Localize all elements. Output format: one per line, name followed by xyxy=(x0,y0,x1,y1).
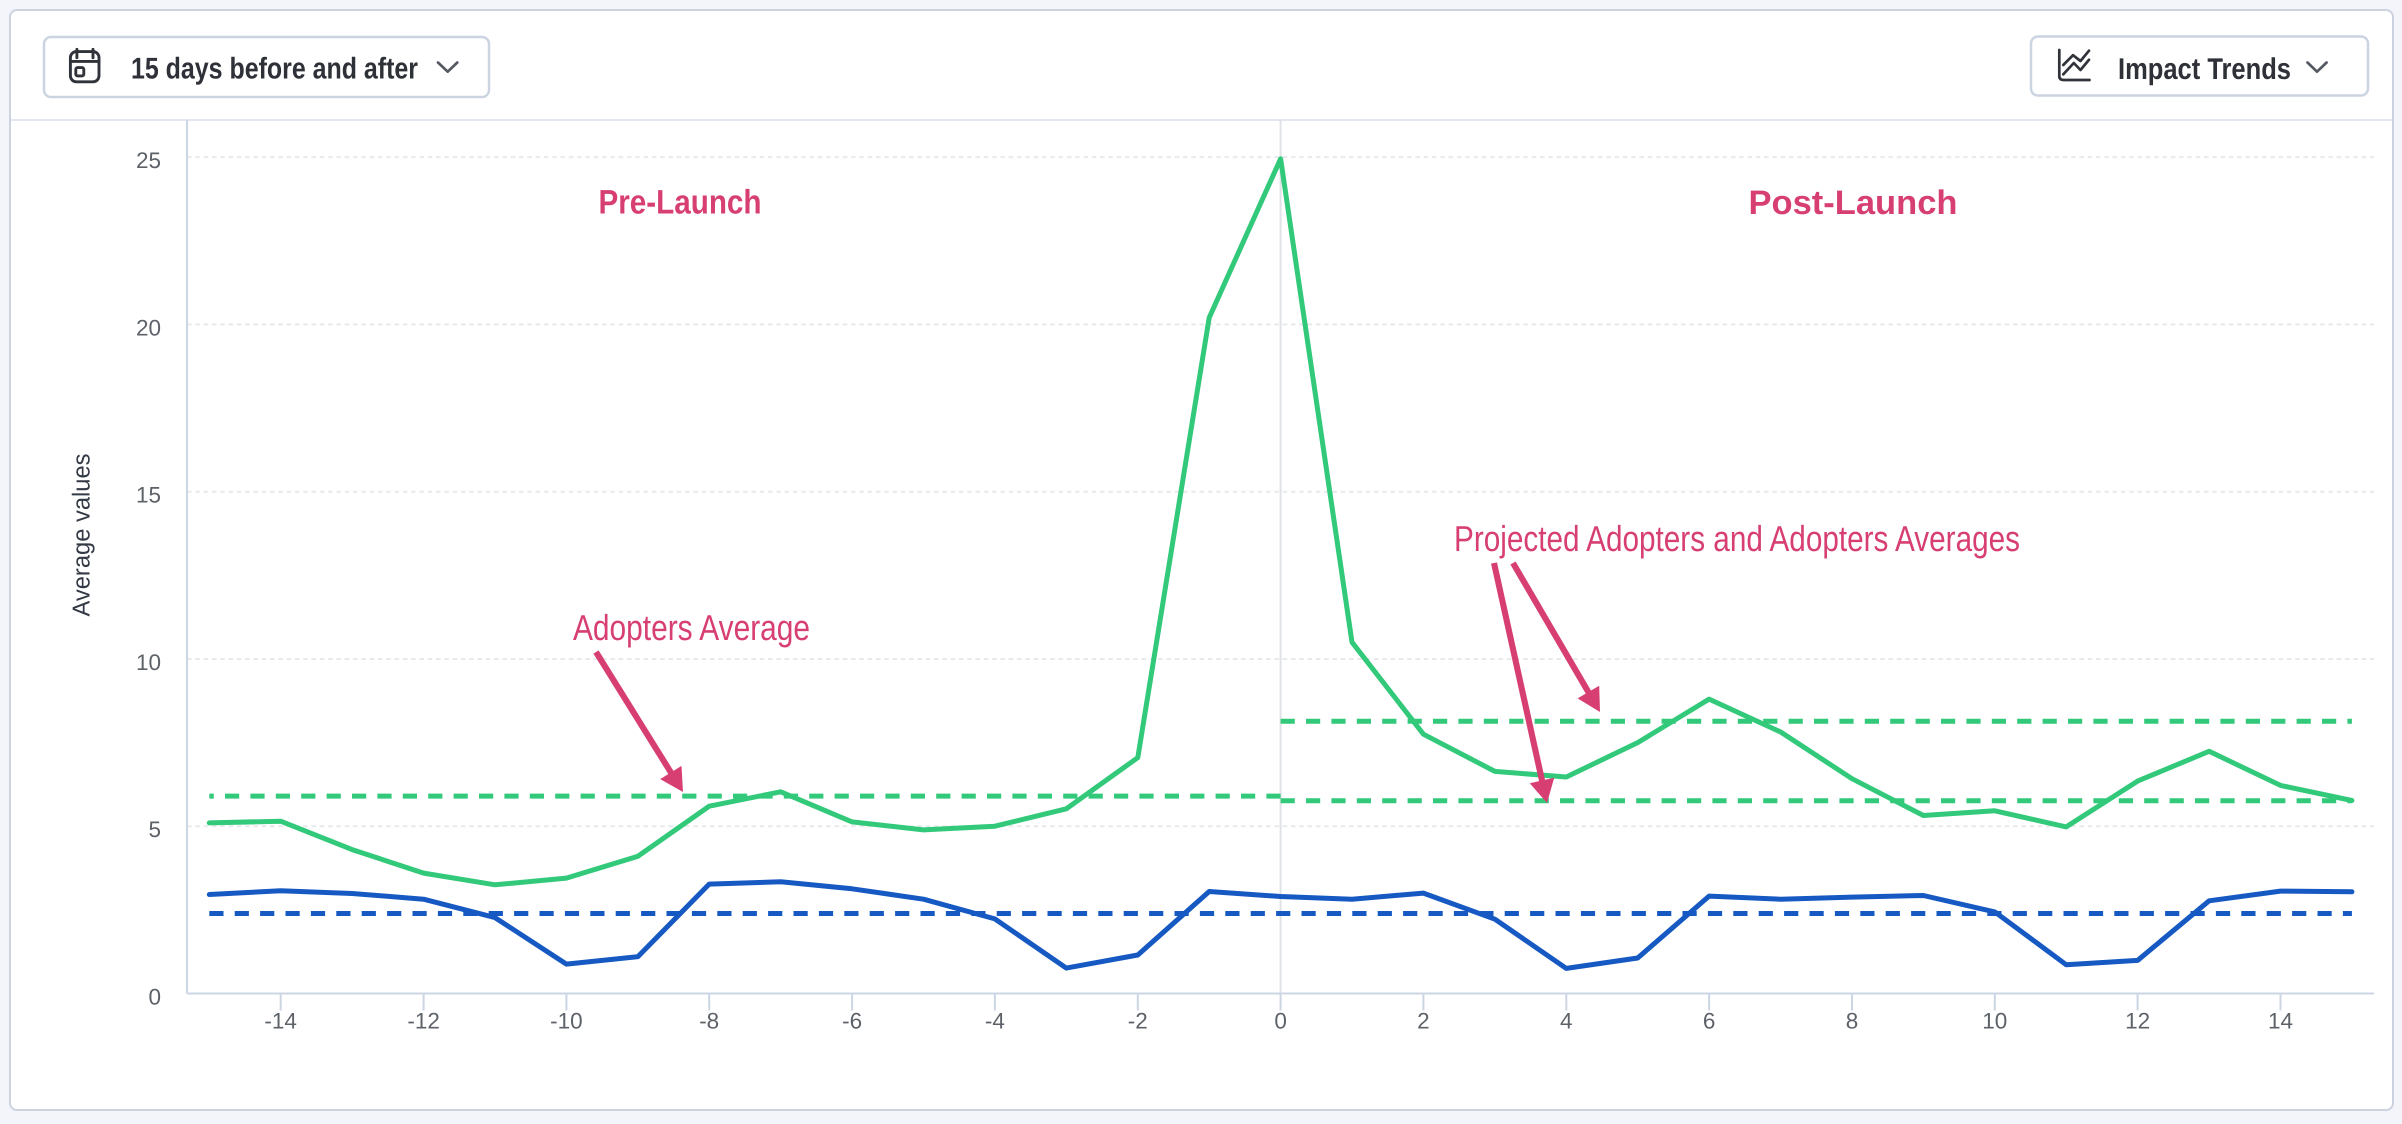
svg-text:-6: -6 xyxy=(842,1008,862,1033)
svg-text:25: 25 xyxy=(136,148,161,173)
svg-text:5: 5 xyxy=(148,817,161,842)
svg-text:10: 10 xyxy=(136,650,161,675)
svg-text:8: 8 xyxy=(1846,1008,1859,1033)
svg-text:15 days before and after: 15 days before and after xyxy=(131,53,418,86)
svg-text:-12: -12 xyxy=(407,1008,440,1033)
svg-text:10: 10 xyxy=(1982,1008,2007,1033)
svg-text:Pre-Launch: Pre-Launch xyxy=(599,184,762,222)
svg-text:-14: -14 xyxy=(264,1008,297,1033)
svg-text:14: 14 xyxy=(2268,1008,2293,1033)
svg-text:0: 0 xyxy=(148,985,161,1010)
svg-text:Adopters Average: Adopters Average xyxy=(573,607,810,648)
svg-text:2: 2 xyxy=(1417,1008,1430,1033)
svg-text:20: 20 xyxy=(136,315,161,340)
svg-text:-4: -4 xyxy=(985,1008,1005,1033)
svg-text:15: 15 xyxy=(136,483,161,508)
svg-text:12: 12 xyxy=(2125,1008,2150,1033)
svg-text:-8: -8 xyxy=(699,1008,719,1033)
svg-text:Projected Adopters and Adopter: Projected Adopters and Adopters Averages xyxy=(1454,518,2020,559)
svg-text:Post-Launch: Post-Launch xyxy=(1749,184,1958,222)
svg-text:Average values: Average values xyxy=(69,454,96,617)
svg-text:-2: -2 xyxy=(1128,1008,1148,1033)
svg-text:0: 0 xyxy=(1274,1008,1287,1033)
svg-text:4: 4 xyxy=(1560,1008,1573,1033)
svg-text:6: 6 xyxy=(1703,1008,1716,1033)
svg-text:-10: -10 xyxy=(550,1008,583,1033)
svg-text:Impact Trends: Impact Trends xyxy=(2118,53,2291,86)
